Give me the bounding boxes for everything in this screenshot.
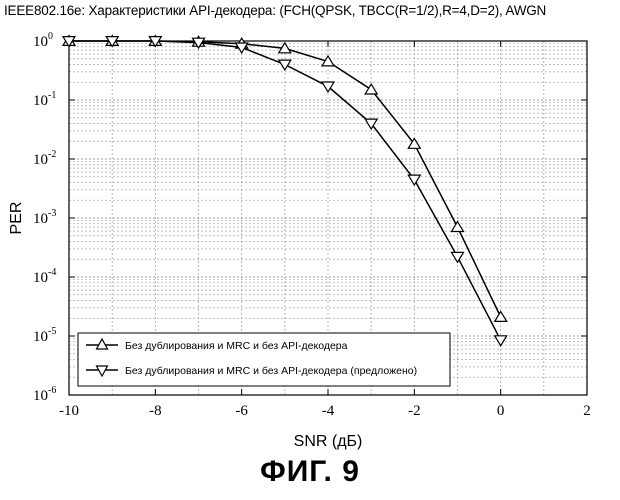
- x-tick-label: -4: [322, 403, 335, 419]
- data-point-triangle-up: [408, 138, 420, 148]
- y-tick-label: 10-1: [33, 90, 56, 109]
- x-axis-title: SNR (дБ): [294, 433, 363, 450]
- x-tick-label: 0: [497, 403, 505, 419]
- figure-caption: ФИГ. 9: [0, 455, 620, 489]
- data-point-triangle-down: [408, 175, 420, 185]
- data-point-triangle-down: [365, 119, 377, 129]
- y-axis-title: PER: [8, 202, 25, 235]
- data-point-triangle-down: [452, 252, 464, 262]
- data-point-triangle-down: [279, 60, 291, 70]
- x-tick-label: -8: [149, 403, 162, 419]
- legend-label-series-1: Без дублирования и MRC и без API-декодер…: [125, 340, 348, 352]
- y-tick-label: 10-4: [33, 267, 56, 286]
- data-point-triangle-up: [365, 84, 377, 94]
- y-tick-label: 10-2: [33, 149, 56, 168]
- data-point-triangle-up: [452, 222, 464, 232]
- y-tick-label: 10-6: [33, 385, 56, 404]
- y-tick-label: 10-5: [33, 326, 56, 345]
- data-point-triangle-up: [495, 312, 507, 322]
- x-tick-label: -2: [408, 403, 421, 419]
- x-tick-label: -10: [59, 403, 79, 419]
- y-tick-label: 100: [33, 31, 53, 50]
- legend-label-series-2: Без дублирования и MRC и без API-декодер…: [125, 365, 417, 377]
- x-tick-label: -6: [235, 403, 248, 419]
- x-tick-label: 2: [583, 403, 591, 419]
- y-tick-label: 10-3: [33, 208, 56, 227]
- data-point-triangle-down: [495, 336, 507, 346]
- legend: Без дублирования и MRC и без API-декодер…: [78, 333, 450, 386]
